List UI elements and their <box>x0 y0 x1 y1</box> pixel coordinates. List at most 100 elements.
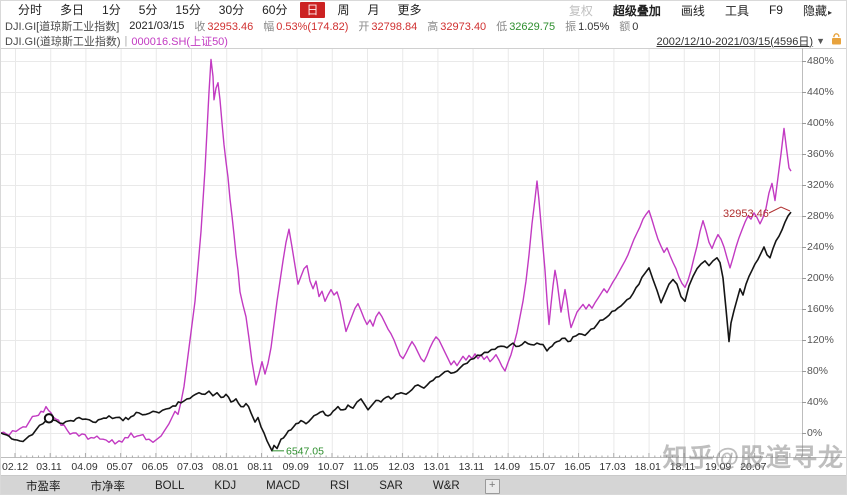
legend-primary-series: DJI.GI(道琼斯工业指数) <box>5 35 121 48</box>
y-axis-label: 440% <box>807 86 834 98</box>
period-tab[interactable]: 15分 <box>175 3 201 17</box>
quote-field-value: 1.05% <box>578 21 610 33</box>
date-range-selector[interactable]: 2002/12/10-2021/03/15(4596日) ▼ <box>657 33 847 49</box>
price-chart[interactable]: 6547.05 32953.46 <box>1 48 847 458</box>
x-axis-label: 18.01 <box>634 461 661 473</box>
indicator-tab[interactable]: 市净率 <box>90 481 126 493</box>
indicator-tab[interactable]: KDJ <box>214 480 237 492</box>
period-tab[interactable]: 日 <box>300 2 325 18</box>
x-axis-label: 20.07 <box>740 461 767 473</box>
add-indicator-button[interactable]: + <box>484 478 500 494</box>
period-tab[interactable]: 多日 <box>60 3 85 17</box>
x-axis-label: 12.03 <box>388 461 415 473</box>
quote-field-label: 额 <box>619 21 631 33</box>
x-axis: 02.12 03.11 04.09 05.07 06.05 07.03 08.01 08.11… <box>1 458 846 476</box>
x-axis-label: 15.07 <box>529 461 556 473</box>
period-tab[interactable]: 更多 <box>397 3 422 17</box>
toolbar-action-button[interactable]: 画线 <box>680 3 705 18</box>
quote-field: 幅 0.53%(174.82) <box>263 21 348 33</box>
quote-field: 振 1.05% <box>565 21 609 33</box>
legend-overlay-series[interactable]: 000016.SH(上证50) <box>131 35 228 48</box>
y-axis-label: 240% <box>807 241 834 253</box>
toolbar-action-button[interactable]: 超级叠加 <box>612 3 661 18</box>
period-tab[interactable]: 1分 <box>102 3 121 17</box>
chevron-down-icon[interactable]: ▼ <box>816 35 825 46</box>
last-value-pointer <box>768 206 791 214</box>
quote-field-label: 收 <box>194 21 206 33</box>
toolbar-action-button[interactable]: 隐藏▸ <box>802 3 832 18</box>
period-tabs: 分时 多日 1分 5分 15分 30分 60分日周 月 更多 <box>1 2 431 18</box>
low-value-label: 6547.05 <box>286 445 324 457</box>
y-axis-label: 400% <box>807 117 834 129</box>
indicator-tab[interactable]: W&R <box>432 480 460 492</box>
y-axis-label: 40% <box>807 396 829 408</box>
x-axis-label: 18.11 <box>669 461 696 473</box>
x-axis-label: 03.11 <box>36 461 62 473</box>
unlock-icon[interactable] <box>831 33 842 48</box>
x-axis-label: 05.07 <box>106 461 133 473</box>
quote-field-label: 振 <box>565 21 577 33</box>
x-axis-label: 06.05 <box>141 461 169 473</box>
quote-fields: 收 32953.46 幅 0.53%(174.82) 开 32798.84 高 32973.4… <box>184 18 638 34</box>
indicator-tab[interactable]: RSI <box>330 480 350 492</box>
y-axis: 480% 440% 400% 360% 320% 280% 240% 200% 160% 120%… <box>802 48 846 458</box>
quote-field: 收 32953.46 <box>194 21 253 33</box>
overlay-series-line <box>1 58 792 445</box>
quote-date: 2021/03/15 <box>129 20 185 32</box>
period-tab[interactable]: 60分 <box>262 3 288 17</box>
x-axis-label: 14.09 <box>493 461 521 473</box>
indicator-tab[interactable]: 市盈率 <box>26 481 61 493</box>
x-axis-label: 07.03 <box>177 461 204 473</box>
x-axis-label: 16.05 <box>564 461 591 473</box>
indicator-tab[interactable]: BOLL <box>155 480 185 492</box>
x-axis-label: 13.11 <box>458 461 485 473</box>
x-axis-label: 11.05 <box>353 461 379 473</box>
quote-field: 开 32798.84 <box>358 21 417 33</box>
quote-info-bar: DJI.GI[道琼斯工业指数] 2021/03/15 收 32953.46 幅 0.5… <box>1 18 846 34</box>
indicator-tab[interactable]: SAR <box>379 480 403 492</box>
last-value-label: 32953.46 <box>723 208 769 220</box>
quote-field-value: 32629.75 <box>509 21 556 33</box>
y-axis-label: 160% <box>807 303 834 315</box>
date-range-label[interactable]: 2002/12/10-2021/03/15(4596日) <box>656 35 814 48</box>
quote-field-value: 32953.46 <box>207 21 254 33</box>
quote-field-value: 32798.84 <box>371 21 418 33</box>
x-axis-label: 08.11 <box>247 461 273 473</box>
x-axis-label: 04.09 <box>71 461 98 473</box>
quote-field-value: 32973.40 <box>440 21 487 33</box>
primary-series-line <box>1 211 792 452</box>
quote-field-value: 0 <box>632 21 639 33</box>
quote-field: 高 32973.40 <box>427 21 486 33</box>
x-axis-label: 10.07 <box>317 461 345 473</box>
quote-field: 低 32629.75 <box>496 21 555 33</box>
period-tab[interactable]: 月 <box>367 3 380 17</box>
y-axis-label: 80% <box>807 365 829 377</box>
period-tab[interactable]: 分时 <box>18 3 43 17</box>
toolbar-action-button[interactable]: 工具 <box>724 3 749 18</box>
y-axis-label: 120% <box>807 334 834 346</box>
indicator-tab[interactable]: MACD <box>266 480 301 492</box>
period-toolbar: 分时 多日 1分 5分 15分 30分 60分日周 月 更多 复权 超级叠加 画线 工具 F9 隐藏▸ <box>1 1 846 20</box>
toolbar-actions: 复权 超级叠加 画线 工具 F9 隐藏▸ <box>559 2 846 19</box>
indicator-tabbar: 市盈率 市净率 BOLL KDJ MACD RSI SAR W&R + <box>1 476 846 494</box>
x-axis-label: 09.09 <box>282 461 309 473</box>
symbol-name: DJI.GI[道琼斯工业指数] <box>5 21 120 33</box>
y-axis-label: 360% <box>807 148 834 160</box>
y-axis-label: 320% <box>807 179 834 191</box>
legend-bar: DJI.GI(道琼斯工业指数) | 000016.SH(上证50) 2002/1… <box>1 33 847 49</box>
period-tab[interactable]: 30分 <box>218 3 245 17</box>
quote-field-label: 高 <box>427 21 439 33</box>
period-tab[interactable]: 周 <box>337 3 350 17</box>
y-axis-label: 200% <box>807 272 834 284</box>
quote-field-label: 低 <box>496 21 508 33</box>
period-tab[interactable]: 5分 <box>138 3 158 17</box>
quote-field-value: 0.53%(174.82) <box>276 21 349 33</box>
toolbar-action-button[interactable]: F9 <box>768 3 783 17</box>
x-axis-label: 08.01 <box>212 461 239 473</box>
y-axis-label: 480% <box>807 55 834 67</box>
toolbar-action-button: 复权 <box>568 3 593 18</box>
chart-canvas[interactable]: 6547.05 32953.46 <box>1 48 847 458</box>
quote-field-label: 幅 <box>263 21 275 33</box>
